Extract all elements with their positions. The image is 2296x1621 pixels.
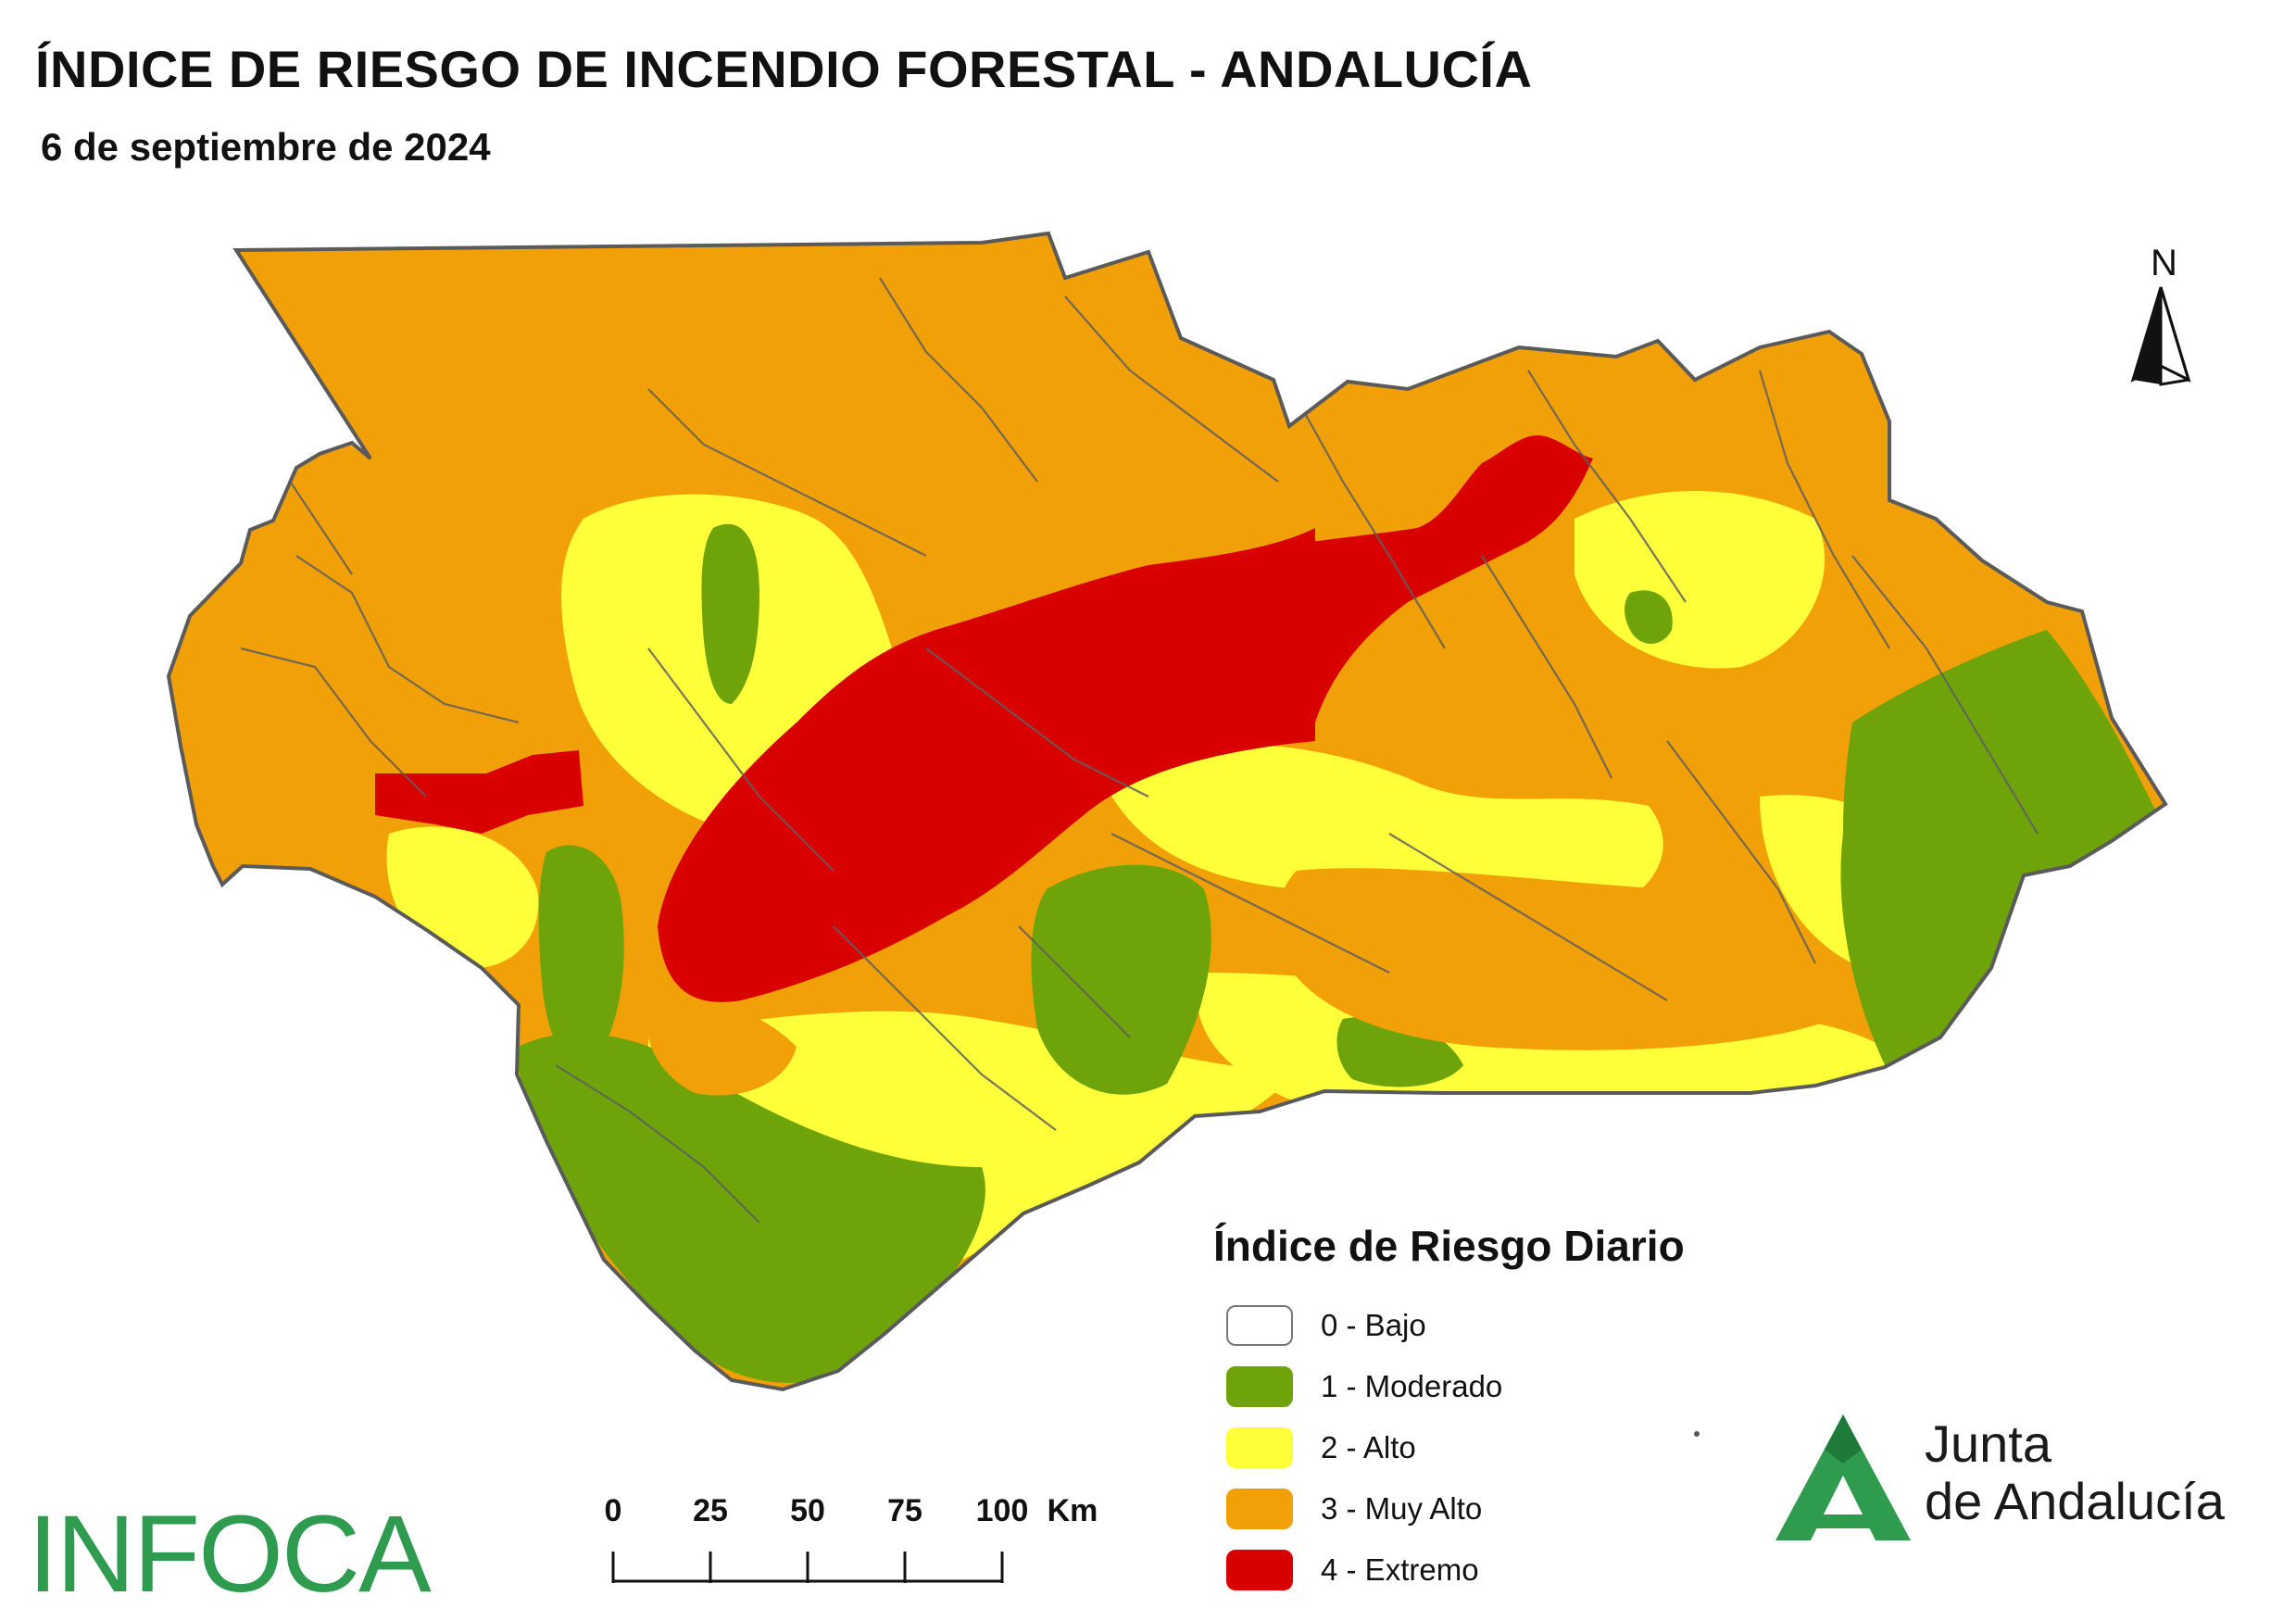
zone-muyalto-east-mountains (1276, 868, 1834, 1050)
legend-item: 2 - Alto (1213, 1417, 1685, 1478)
junta-andalucia-logo-icon (1775, 1414, 1911, 1540)
zone-moderado-cadiz (518, 1033, 985, 1383)
zone-alto-east-center (1093, 743, 1663, 920)
scale-tick-label: 25 (693, 1493, 728, 1528)
legend-label: 1 - Moderado (1321, 1369, 1503, 1403)
north-arrow-icon (2130, 286, 2191, 386)
scale-tick-label: 100 (975, 1493, 1029, 1528)
legend-item: 4 - Extremo (1213, 1539, 1685, 1601)
region-outline (166, 231, 2168, 1392)
north-label: N (2151, 243, 2177, 283)
zone-muyalto-south (646, 998, 797, 1096)
map-date: 6 de septiembre de 2024 (41, 125, 491, 169)
legend-swatch (1226, 1550, 1293, 1590)
scale-unit-label: Km (1047, 1493, 1098, 1528)
legend-title: Índice de Riesgo Diario (1213, 1222, 1685, 1270)
infoca-logo: INFOCA (28, 1493, 432, 1615)
legend-item: 1 - Moderado (1213, 1356, 1685, 1417)
scale-bar: 0 25 50 75 100 Km (605, 1493, 1098, 1586)
legend-label: 0 - Bajo (1321, 1308, 1426, 1342)
zone-moderado-sierra-norte (701, 523, 759, 704)
scale-tick-label: 0 (604, 1493, 622, 1528)
small-island-dot (1694, 1431, 1700, 1437)
zone-moderado-jaen-small (1625, 590, 1673, 644)
zone-moderado-malaga (1031, 864, 1211, 1095)
legend-item: 3 - Muy Alto (1213, 1478, 1685, 1539)
legend-label: 4 - Extremo (1321, 1552, 1479, 1587)
zone-moderado-almeria (1840, 630, 2158, 1074)
legend: Índice de Riesgo Diario 0 - Bajo 1 - Mode… (1213, 1221, 1685, 1601)
legend-swatch (1226, 1305, 1293, 1346)
legend-swatch (1226, 1427, 1293, 1468)
zone-moderado-doñana (538, 845, 624, 1067)
scale-tick-label: 75 (887, 1493, 922, 1528)
scale-bar-line (611, 1552, 1004, 1583)
scale-tick-label: 50 (790, 1493, 825, 1528)
legend-label: 2 - Alto (1321, 1430, 1416, 1464)
legend-swatch (1226, 1489, 1293, 1529)
map-title: ÍNDICE DE RIESGO DE INCENDIO FORESTAL - … (35, 40, 1533, 98)
junta-line2: de Andalucía (1925, 1472, 2225, 1530)
zone-extremo-sevilla-west (375, 750, 583, 834)
junta-andalucia-text: Junta de Andalucía (1925, 1415, 2225, 1530)
zone-extremo-guadalquivir (658, 528, 1315, 1002)
junta-line1: Junta (1925, 1414, 2051, 1473)
legend-item: 0 - Bajo (1213, 1295, 1685, 1356)
legend-label: 3 - Muy Alto (1321, 1491, 1483, 1526)
zone-extremo-jaen (1271, 435, 1593, 724)
legend-swatch (1226, 1366, 1293, 1407)
